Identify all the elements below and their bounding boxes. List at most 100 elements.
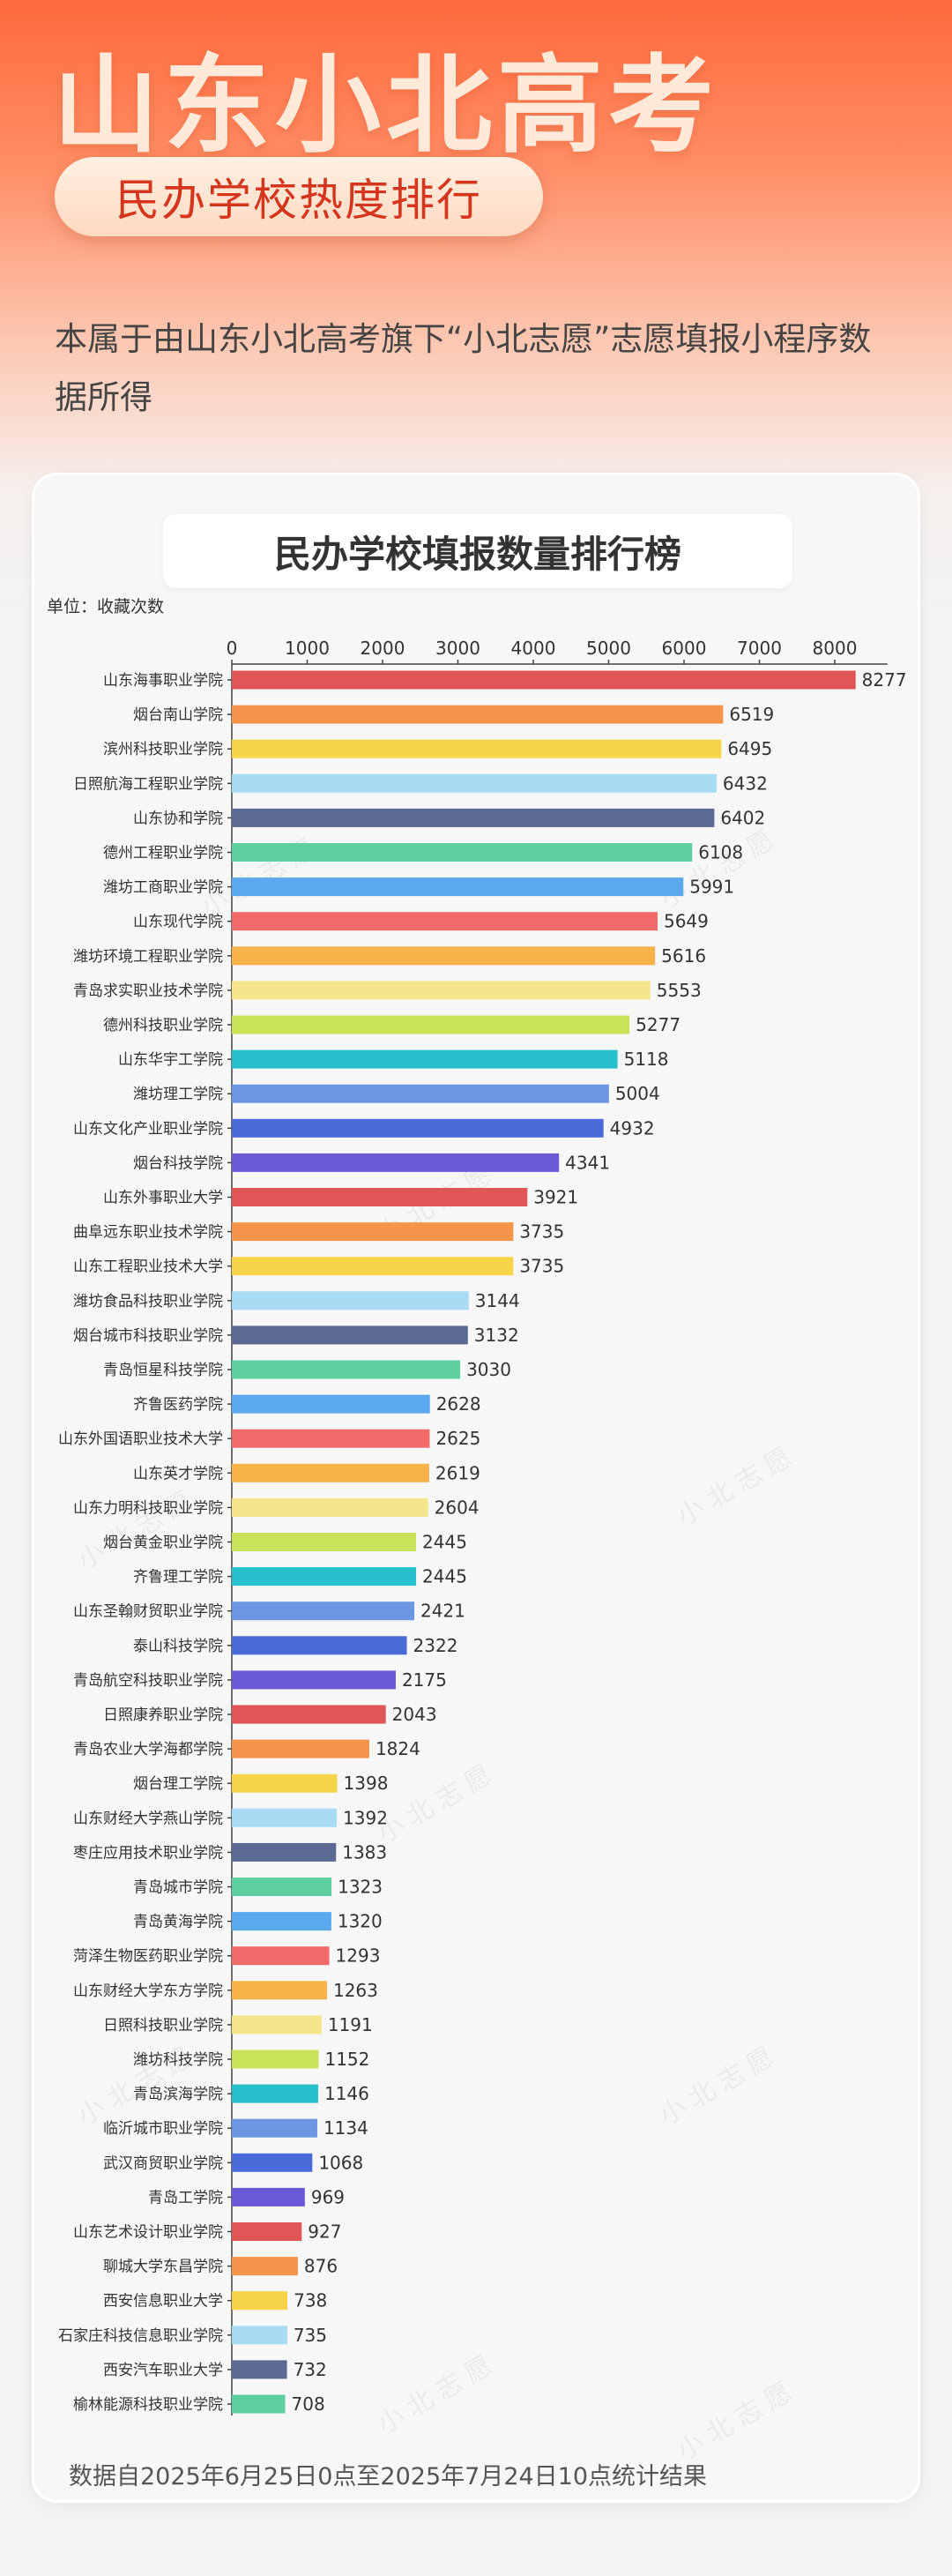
hero-title: 山东小北高考 <box>53 45 719 168</box>
value-label: 738 <box>294 2290 327 2311</box>
value-label: 1320 <box>338 1911 383 1932</box>
value-label: 6108 <box>698 842 743 863</box>
category-label: 山东海事职业学院 <box>103 672 223 690</box>
x-tick-label: 2000 <box>361 638 405 659</box>
value-label: 2175 <box>402 1669 447 1691</box>
value-label: 2628 <box>436 1393 481 1415</box>
category-label: 西安汽车职业大学 <box>103 2362 223 2379</box>
value-label: 1068 <box>318 2152 363 2173</box>
category-label: 日照科技职业学院 <box>103 2017 223 2035</box>
bar <box>232 1567 417 1587</box>
bar <box>232 2360 287 2379</box>
category-label: 青岛滨海学院 <box>133 2086 223 2103</box>
category-label: 潍坊科技学院 <box>133 2051 223 2069</box>
value-label: 927 <box>308 2221 341 2243</box>
value-label: 2619 <box>435 1462 480 1483</box>
bar <box>232 1118 604 1138</box>
category-label: 烟台黄金职业学院 <box>103 1534 223 1552</box>
value-label: 8277 <box>862 669 907 691</box>
bar <box>232 2187 305 2206</box>
value-label: 1191 <box>328 2014 373 2035</box>
value-label: 3735 <box>519 1256 564 1277</box>
value-label: 1824 <box>376 1738 420 1759</box>
x-tick-label: 6000 <box>662 638 707 659</box>
bar <box>232 1257 514 1276</box>
category-label: 滨州科技职业学院 <box>103 741 223 758</box>
value-label: 1383 <box>342 1841 387 1863</box>
bar <box>232 981 651 1000</box>
footer-note: 数据自2025年6月25日0点至2025年7月24日10点统计结果 <box>69 2463 708 2490</box>
value-label: 732 <box>294 2359 327 2380</box>
bar <box>232 1739 369 1758</box>
subtitle-pill: 民办学校热度排行 <box>55 157 543 236</box>
value-label: 3921 <box>533 1187 578 1208</box>
bar <box>232 1188 528 1206</box>
category-label: 曲阜远东职业技术学院 <box>73 1224 223 1242</box>
bar <box>232 1842 337 1862</box>
value-label: 5616 <box>661 945 706 967</box>
value-label: 1263 <box>333 1980 378 2001</box>
category-label: 烟台科技学院 <box>133 1154 223 1172</box>
value-label: 5553 <box>657 980 702 1001</box>
value-label: 5277 <box>636 1014 681 1035</box>
category-label: 日照康养职业学院 <box>103 1706 223 1724</box>
chart-card: 民办学校填报数量排行榜 单位：收藏次数 小北志愿 小北志愿 小北志愿 小北志愿 … <box>32 473 920 2503</box>
value-label: 1152 <box>324 2049 369 2070</box>
value-label: 3735 <box>519 1221 564 1243</box>
bar <box>232 1084 609 1103</box>
category-label: 榆林能源科技职业学院 <box>73 2396 223 2414</box>
value-label: 2322 <box>413 1635 458 1656</box>
value-label: 6495 <box>727 738 772 759</box>
category-label: 山东现代学院 <box>133 914 223 931</box>
category-label: 西安信息职业大学 <box>103 2293 223 2311</box>
bar <box>232 1429 430 1448</box>
intro-text: 本属于由山东小北高考旗下“小北志愿”志愿填报小程序数据所得 <box>55 320 872 416</box>
bar <box>232 1222 514 1242</box>
bar <box>232 1602 414 1621</box>
value-label: 2043 <box>392 1704 437 1725</box>
category-label: 青岛恒星科技学院 <box>103 1362 223 1379</box>
bar <box>232 2118 317 2138</box>
category-label: 山东力明科技职业学院 <box>73 1499 223 1517</box>
bar <box>232 1291 469 1310</box>
category-label: 山东外国语职业技术大学 <box>58 1430 223 1448</box>
category-label: 临沂城市职业学院 <box>103 2120 223 2138</box>
bar <box>232 1912 331 1931</box>
category-label: 聊城大学东昌学院 <box>103 2259 223 2276</box>
value-label: 6402 <box>720 807 765 828</box>
value-label: 1323 <box>338 1877 383 1898</box>
category-label: 山东协和学院 <box>133 810 223 827</box>
value-label: 2625 <box>435 1428 480 1449</box>
value-label: 4932 <box>610 1117 655 1139</box>
bar <box>232 670 856 690</box>
unit-label: 单位：收藏次数 <box>47 597 165 616</box>
chart-title: 民办学校填报数量排行榜 <box>163 514 792 588</box>
x-tick-label: 1000 <box>285 638 330 659</box>
bar <box>232 1015 630 1034</box>
category-label: 青岛城市学院 <box>133 1879 223 1897</box>
category-label: 山东工程职业技术大学 <box>73 1258 223 1276</box>
bar <box>232 1325 468 1345</box>
category-label: 青岛黄海学院 <box>133 1914 223 1931</box>
bar <box>232 2084 318 2103</box>
category-label: 烟台南山学院 <box>133 706 223 724</box>
category-label: 山东艺术设计职业学院 <box>73 2224 223 2242</box>
bar <box>232 2222 302 2241</box>
value-label: 1293 <box>336 1945 381 1967</box>
bar <box>232 877 684 897</box>
category-label: 齐鲁医药学院 <box>133 1396 223 1414</box>
bar <box>232 2326 287 2345</box>
bar-chart: 0 1000 2000 3000 4000 5000 6000 7000 8000 山东海事职业学… <box>58 638 907 2415</box>
bar <box>232 1808 338 1827</box>
bar <box>232 843 693 862</box>
value-label: 3132 <box>474 1325 519 1346</box>
x-tick-label: 0 <box>227 638 238 659</box>
value-label: 4341 <box>565 1152 610 1173</box>
category-label: 山东财经大学燕山学院 <box>73 1810 223 1827</box>
category-label: 潍坊工商职业学院 <box>103 879 223 897</box>
category-label: 泰山科技学院 <box>133 1638 223 1655</box>
bar <box>232 1533 417 1551</box>
category-label: 武汉商贸职业学院 <box>103 2154 223 2172</box>
value-label: 3030 <box>466 1359 511 1380</box>
value-label: 876 <box>304 2256 338 2277</box>
